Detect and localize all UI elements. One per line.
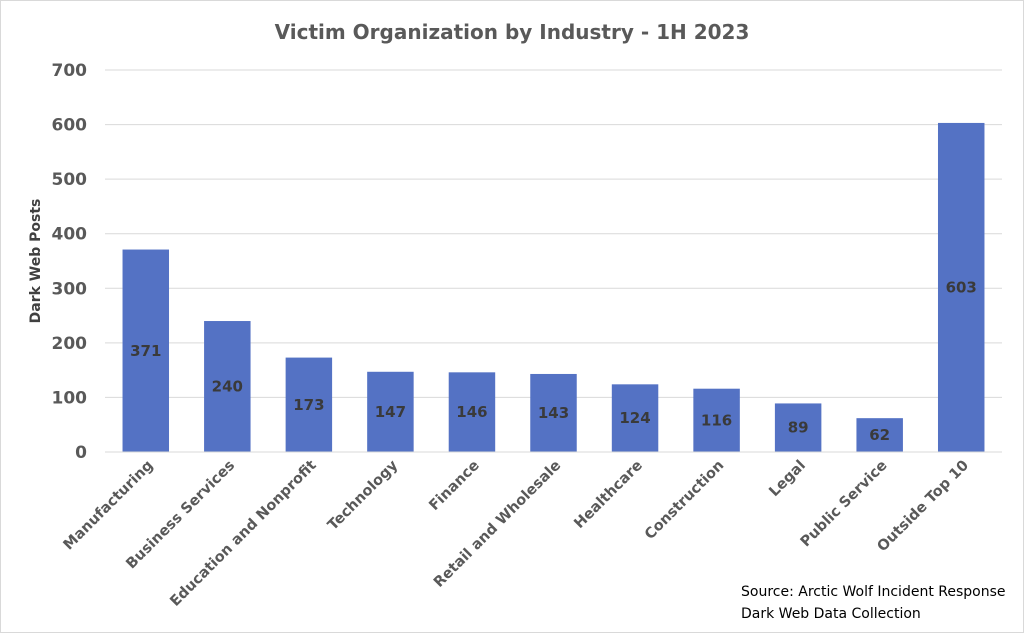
y-axis-ticks: 0 100 200 300 400 500 600 700 — [52, 61, 88, 463]
y-tick-label: 500 — [52, 170, 88, 190]
bars — [122, 122, 985, 452]
bar — [937, 122, 985, 452]
data-label: 143 — [538, 404, 569, 422]
bar — [774, 403, 822, 452]
x-tick-label: Public Service — [798, 457, 891, 550]
bar — [285, 357, 333, 452]
y-tick-label: 600 — [52, 116, 88, 136]
y-tick-label: 300 — [52, 279, 88, 299]
bar — [367, 371, 414, 452]
bar — [856, 418, 903, 452]
y-tick-label: 700 — [52, 61, 88, 81]
data-label: 89 — [788, 419, 809, 437]
source-line-2: Dark Web Data Collection — [741, 606, 921, 622]
data-label: 603 — [946, 278, 977, 296]
x-tick-label: Healthcare — [571, 457, 646, 532]
x-tick-label: Finance — [426, 457, 482, 513]
data-labels: 371 240 173 147 146 143 124 116 89 62 603 — [130, 278, 977, 444]
x-tick-label: Outside Top 10 — [874, 458, 972, 556]
y-tick-label: 400 — [52, 225, 88, 245]
bar — [530, 373, 577, 452]
x-tick-label: Technology — [325, 457, 402, 534]
bar — [204, 321, 251, 452]
bar — [693, 388, 740, 452]
data-label: 62 — [869, 426, 890, 444]
source-line-1: Source: Arctic Wolf Incident Response — [741, 584, 1006, 600]
data-label: 147 — [375, 403, 406, 421]
data-label: 116 — [701, 411, 732, 429]
data-label: 240 — [212, 378, 243, 396]
x-tick-label: Construction — [642, 458, 727, 543]
bar — [611, 384, 659, 452]
data-label: 124 — [619, 409, 650, 427]
y-tick-label: 100 — [52, 388, 88, 408]
y-tick-label: 0 — [75, 443, 87, 463]
data-label: 146 — [456, 403, 487, 421]
y-tick-label: 200 — [52, 334, 88, 354]
x-tick-label: Manufacturing — [61, 458, 157, 554]
chart-title: Victim Organization by Industry - 1H 202… — [275, 20, 750, 44]
gridlines — [105, 69, 1002, 398]
x-tick-label: Education and Nonprofit — [167, 457, 319, 609]
data-label: 173 — [293, 396, 324, 414]
x-tick-label: Legal — [766, 458, 809, 501]
bar — [122, 249, 170, 452]
data-label: 371 — [130, 342, 161, 360]
bar — [448, 372, 496, 452]
y-axis-label: Dark Web Posts — [28, 199, 44, 324]
